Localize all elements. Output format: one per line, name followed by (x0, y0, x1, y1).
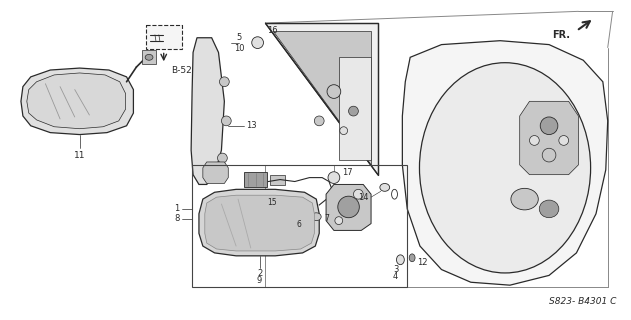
Text: 12: 12 (417, 258, 428, 267)
Bar (192, 165, 407, 287)
Text: FR.: FR. (553, 30, 570, 40)
Polygon shape (27, 73, 126, 129)
FancyBboxPatch shape (146, 25, 182, 49)
Ellipse shape (420, 63, 591, 273)
Polygon shape (21, 68, 133, 135)
Text: 14: 14 (358, 193, 368, 202)
Polygon shape (205, 195, 314, 251)
Ellipse shape (396, 255, 404, 265)
Text: 1: 1 (174, 204, 179, 213)
Text: 4: 4 (393, 272, 398, 281)
Text: S823- B4301 C: S823- B4301 C (549, 297, 616, 306)
Polygon shape (339, 57, 371, 160)
Ellipse shape (220, 77, 229, 87)
Ellipse shape (540, 117, 558, 135)
Ellipse shape (221, 116, 231, 126)
Ellipse shape (540, 200, 559, 218)
Ellipse shape (327, 85, 341, 98)
Ellipse shape (298, 213, 307, 220)
Polygon shape (285, 199, 305, 206)
Text: 3: 3 (393, 265, 398, 274)
Polygon shape (520, 101, 579, 175)
Ellipse shape (145, 54, 153, 60)
Text: B-52: B-52 (172, 66, 192, 75)
Ellipse shape (328, 172, 339, 183)
Ellipse shape (252, 37, 264, 49)
Text: 8: 8 (174, 214, 179, 223)
Polygon shape (273, 31, 371, 165)
Ellipse shape (348, 106, 358, 116)
Text: 13: 13 (246, 121, 257, 130)
Text: 16: 16 (268, 27, 278, 36)
Text: 7: 7 (324, 214, 329, 223)
Ellipse shape (335, 217, 343, 225)
Ellipse shape (529, 136, 540, 145)
Ellipse shape (312, 213, 321, 220)
Polygon shape (142, 51, 156, 64)
Ellipse shape (380, 183, 389, 191)
Polygon shape (266, 23, 378, 175)
Polygon shape (203, 162, 228, 183)
Text: 6: 6 (296, 220, 301, 229)
Ellipse shape (511, 188, 538, 210)
Ellipse shape (409, 254, 415, 262)
Polygon shape (270, 175, 285, 185)
Polygon shape (326, 184, 371, 230)
Ellipse shape (338, 196, 359, 218)
Ellipse shape (559, 136, 569, 145)
Ellipse shape (218, 153, 227, 163)
Text: 17: 17 (342, 168, 352, 177)
Polygon shape (244, 172, 268, 188)
Ellipse shape (314, 116, 324, 126)
Text: 11: 11 (74, 151, 85, 160)
Text: 10: 10 (233, 44, 244, 53)
Ellipse shape (353, 189, 363, 199)
Text: 9: 9 (257, 276, 262, 285)
Polygon shape (403, 41, 608, 285)
Ellipse shape (339, 127, 348, 135)
Text: 5: 5 (237, 33, 242, 42)
Text: 15: 15 (268, 197, 277, 206)
Polygon shape (199, 189, 319, 256)
Text: 2: 2 (257, 269, 262, 278)
Polygon shape (191, 38, 225, 184)
Ellipse shape (542, 148, 556, 162)
